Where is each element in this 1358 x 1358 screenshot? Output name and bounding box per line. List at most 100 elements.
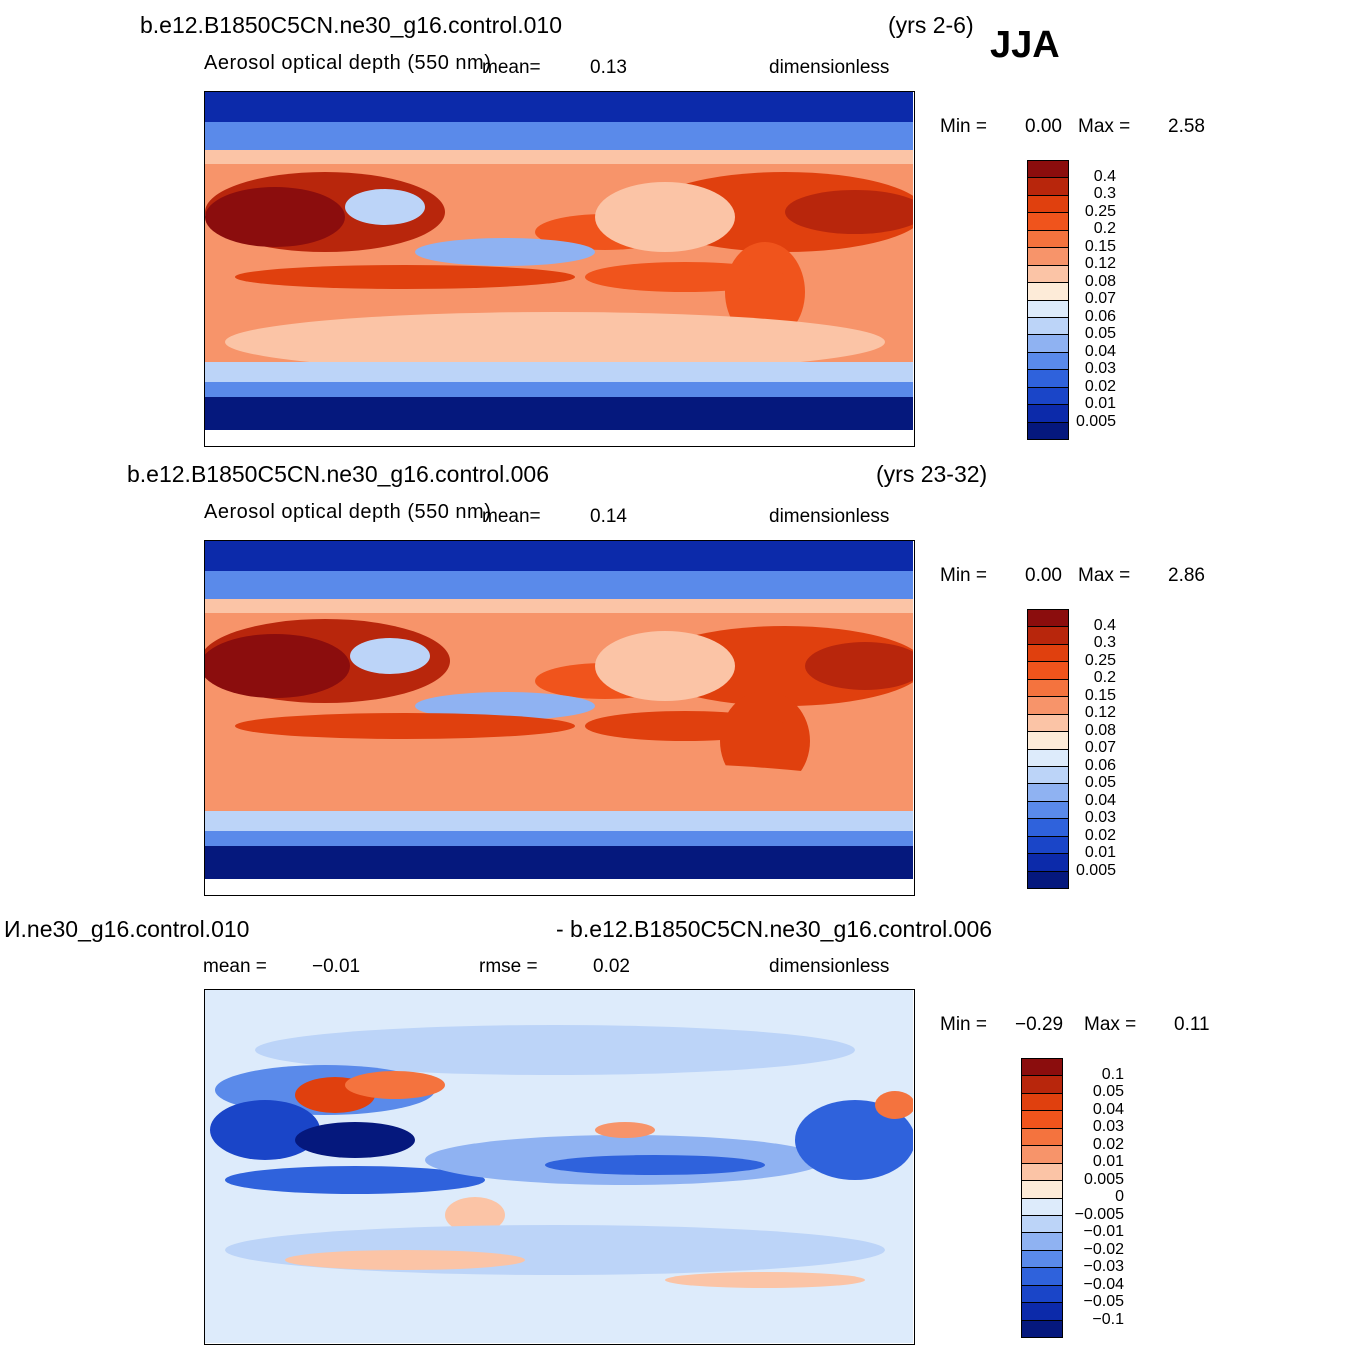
colorbar-swatch: [1028, 610, 1068, 628]
colorbar-label: −0.02: [1083, 1240, 1124, 1258]
colorbar-swatch: [1028, 405, 1068, 423]
colorbar-swatch: [1022, 1198, 1062, 1216]
colorbar-swatch: [1022, 1111, 1062, 1129]
colorbar-swatch: [1028, 178, 1068, 196]
colorbar-swatch: [1028, 283, 1068, 301]
colorbar-label: 0.04: [1084, 791, 1116, 809]
panel3-map: [204, 989, 915, 1345]
colorbar-label: −0.1: [1092, 1310, 1124, 1328]
colorbar-swatch: [1028, 317, 1068, 336]
panel1-map: [204, 91, 915, 447]
panel1-colorbar: [1027, 160, 1069, 440]
colorbar-swatch: [1022, 1215, 1062, 1234]
colorbar-label: 0.4: [1093, 616, 1116, 634]
colorbar-swatch: [1022, 1146, 1062, 1164]
colorbar-label: −0.04: [1083, 1275, 1124, 1293]
colorbar-swatch: [1028, 697, 1068, 715]
colorbar-swatch: [1022, 1285, 1062, 1304]
colorbar-label: 0.01: [1092, 1153, 1124, 1170]
panel2-colorbar: [1027, 609, 1069, 889]
panel2-variable: Aerosol optical depth (550 nm): [204, 501, 492, 523]
colorbar-label: 0.05: [1084, 774, 1116, 791]
panel2-mean-value: 0.14: [590, 506, 627, 527]
colorbar-label: 0.06: [1084, 756, 1116, 774]
panel3-rmse-value: 0.02: [593, 956, 630, 977]
colorbar-swatch: [1022, 1233, 1062, 1251]
colorbar-label: 0.04: [1084, 342, 1116, 360]
colorbar-swatch: [1028, 732, 1068, 750]
panel3-mean-value: −0.01: [312, 956, 361, 977]
colorbar-label: 0.2: [1093, 669, 1116, 686]
season-label: JJA: [990, 24, 1060, 66]
colorbar-label: 0.08: [1084, 272, 1116, 290]
colorbar-label: 0.2: [1093, 220, 1116, 237]
colorbar-swatch: [1028, 679, 1068, 698]
panel1-mean-label: mean=: [482, 57, 541, 78]
panel1-mean-value: 0.13: [590, 57, 627, 78]
colorbar-label: 0.1: [1101, 1065, 1124, 1083]
colorbar-swatch: [1028, 370, 1068, 388]
colorbar-label: 0.25: [1084, 651, 1116, 669]
panel3-min-value: −0.29: [1015, 1014, 1064, 1035]
panel3-case-title-left: И.ne30_g16.control.010: [4, 916, 250, 942]
panel2-years: (yrs 23-32): [876, 461, 988, 487]
panel3-rmse-label: rmse =: [479, 956, 538, 977]
colorbar-swatch: [1028, 644, 1068, 663]
colorbar-label: 0.07: [1084, 739, 1116, 756]
colorbar-swatch: [1028, 714, 1068, 733]
colorbar-label: 0.25: [1084, 202, 1116, 220]
panel2-mean-label: mean=: [482, 506, 541, 527]
colorbar-swatch: [1028, 230, 1068, 249]
colorbar-swatch: [1028, 766, 1068, 785]
colorbar-swatch: [1028, 352, 1068, 371]
panel2-max-label: Max =: [1078, 565, 1131, 586]
colorbar-swatch: [1022, 1093, 1062, 1112]
colorbar-swatch: [1022, 1076, 1062, 1094]
colorbar-label: 0.15: [1084, 686, 1116, 704]
colorbar-swatch: [1028, 300, 1068, 318]
colorbar-swatch: [1028, 248, 1068, 266]
panel3-case-title-right: - b.e12.B1850C5CN.ne30_g16.control.006: [556, 916, 993, 942]
panel1-units: dimensionless: [769, 57, 890, 78]
panel3-min-label: Min =: [940, 1014, 987, 1035]
panel3-colorbar: [1021, 1058, 1063, 1338]
panel1-max-value: 2.58: [1168, 116, 1205, 137]
colorbar-label: 0.06: [1084, 307, 1116, 325]
colorbar-swatch: [1028, 749, 1068, 767]
panel1-min-label: Min =: [940, 116, 987, 137]
colorbar-swatch: [1022, 1059, 1062, 1077]
colorbar-swatch: [1022, 1268, 1062, 1286]
colorbar-label: 0.005: [1083, 1170, 1124, 1188]
panel3-mean-label: mean =: [203, 956, 267, 977]
colorbar-swatch: [1022, 1128, 1062, 1147]
colorbar-swatch: [1028, 213, 1068, 231]
colorbar-swatch: [1028, 801, 1068, 820]
panel1-years: (yrs 2-6): [888, 12, 974, 38]
colorbar-swatch: [1028, 387, 1068, 406]
panel1-case-title: b.e12.B1850C5CN.ne30_g16.control.010: [140, 12, 562, 38]
panel3-max-value: 0.11: [1174, 1014, 1210, 1035]
panel1-max-label: Max =: [1078, 116, 1131, 137]
colorbar-label: 0.12: [1084, 704, 1116, 721]
panel1-min-value: 0.00: [1025, 116, 1062, 137]
colorbar-swatch: [1028, 854, 1068, 872]
colorbar-label: 0.07: [1084, 290, 1116, 307]
colorbar-swatch: [1028, 819, 1068, 837]
colorbar-swatch: [1028, 335, 1068, 353]
colorbar-label: −0.01: [1083, 1223, 1124, 1240]
colorbar-swatch: [1028, 836, 1068, 855]
colorbar-swatch: [1022, 1303, 1062, 1321]
panel2-map: [204, 540, 915, 896]
colorbar-label: −0.005: [1074, 1205, 1124, 1223]
colorbar-label: 0.03: [1092, 1118, 1124, 1135]
colorbar-label: 0.02: [1092, 1135, 1124, 1153]
colorbar-label: 0.005: [1075, 861, 1116, 879]
panel2-max-value: 2.86: [1168, 565, 1205, 586]
colorbar-swatch: [1028, 265, 1068, 284]
colorbar-label: 0.01: [1084, 844, 1116, 861]
colorbar-swatch: [1022, 1181, 1062, 1199]
panel2-units: dimensionless: [769, 506, 890, 527]
colorbar-swatch: [1028, 662, 1068, 680]
colorbar-label: 0.12: [1084, 255, 1116, 272]
colorbar-label: 0.01: [1084, 395, 1116, 412]
